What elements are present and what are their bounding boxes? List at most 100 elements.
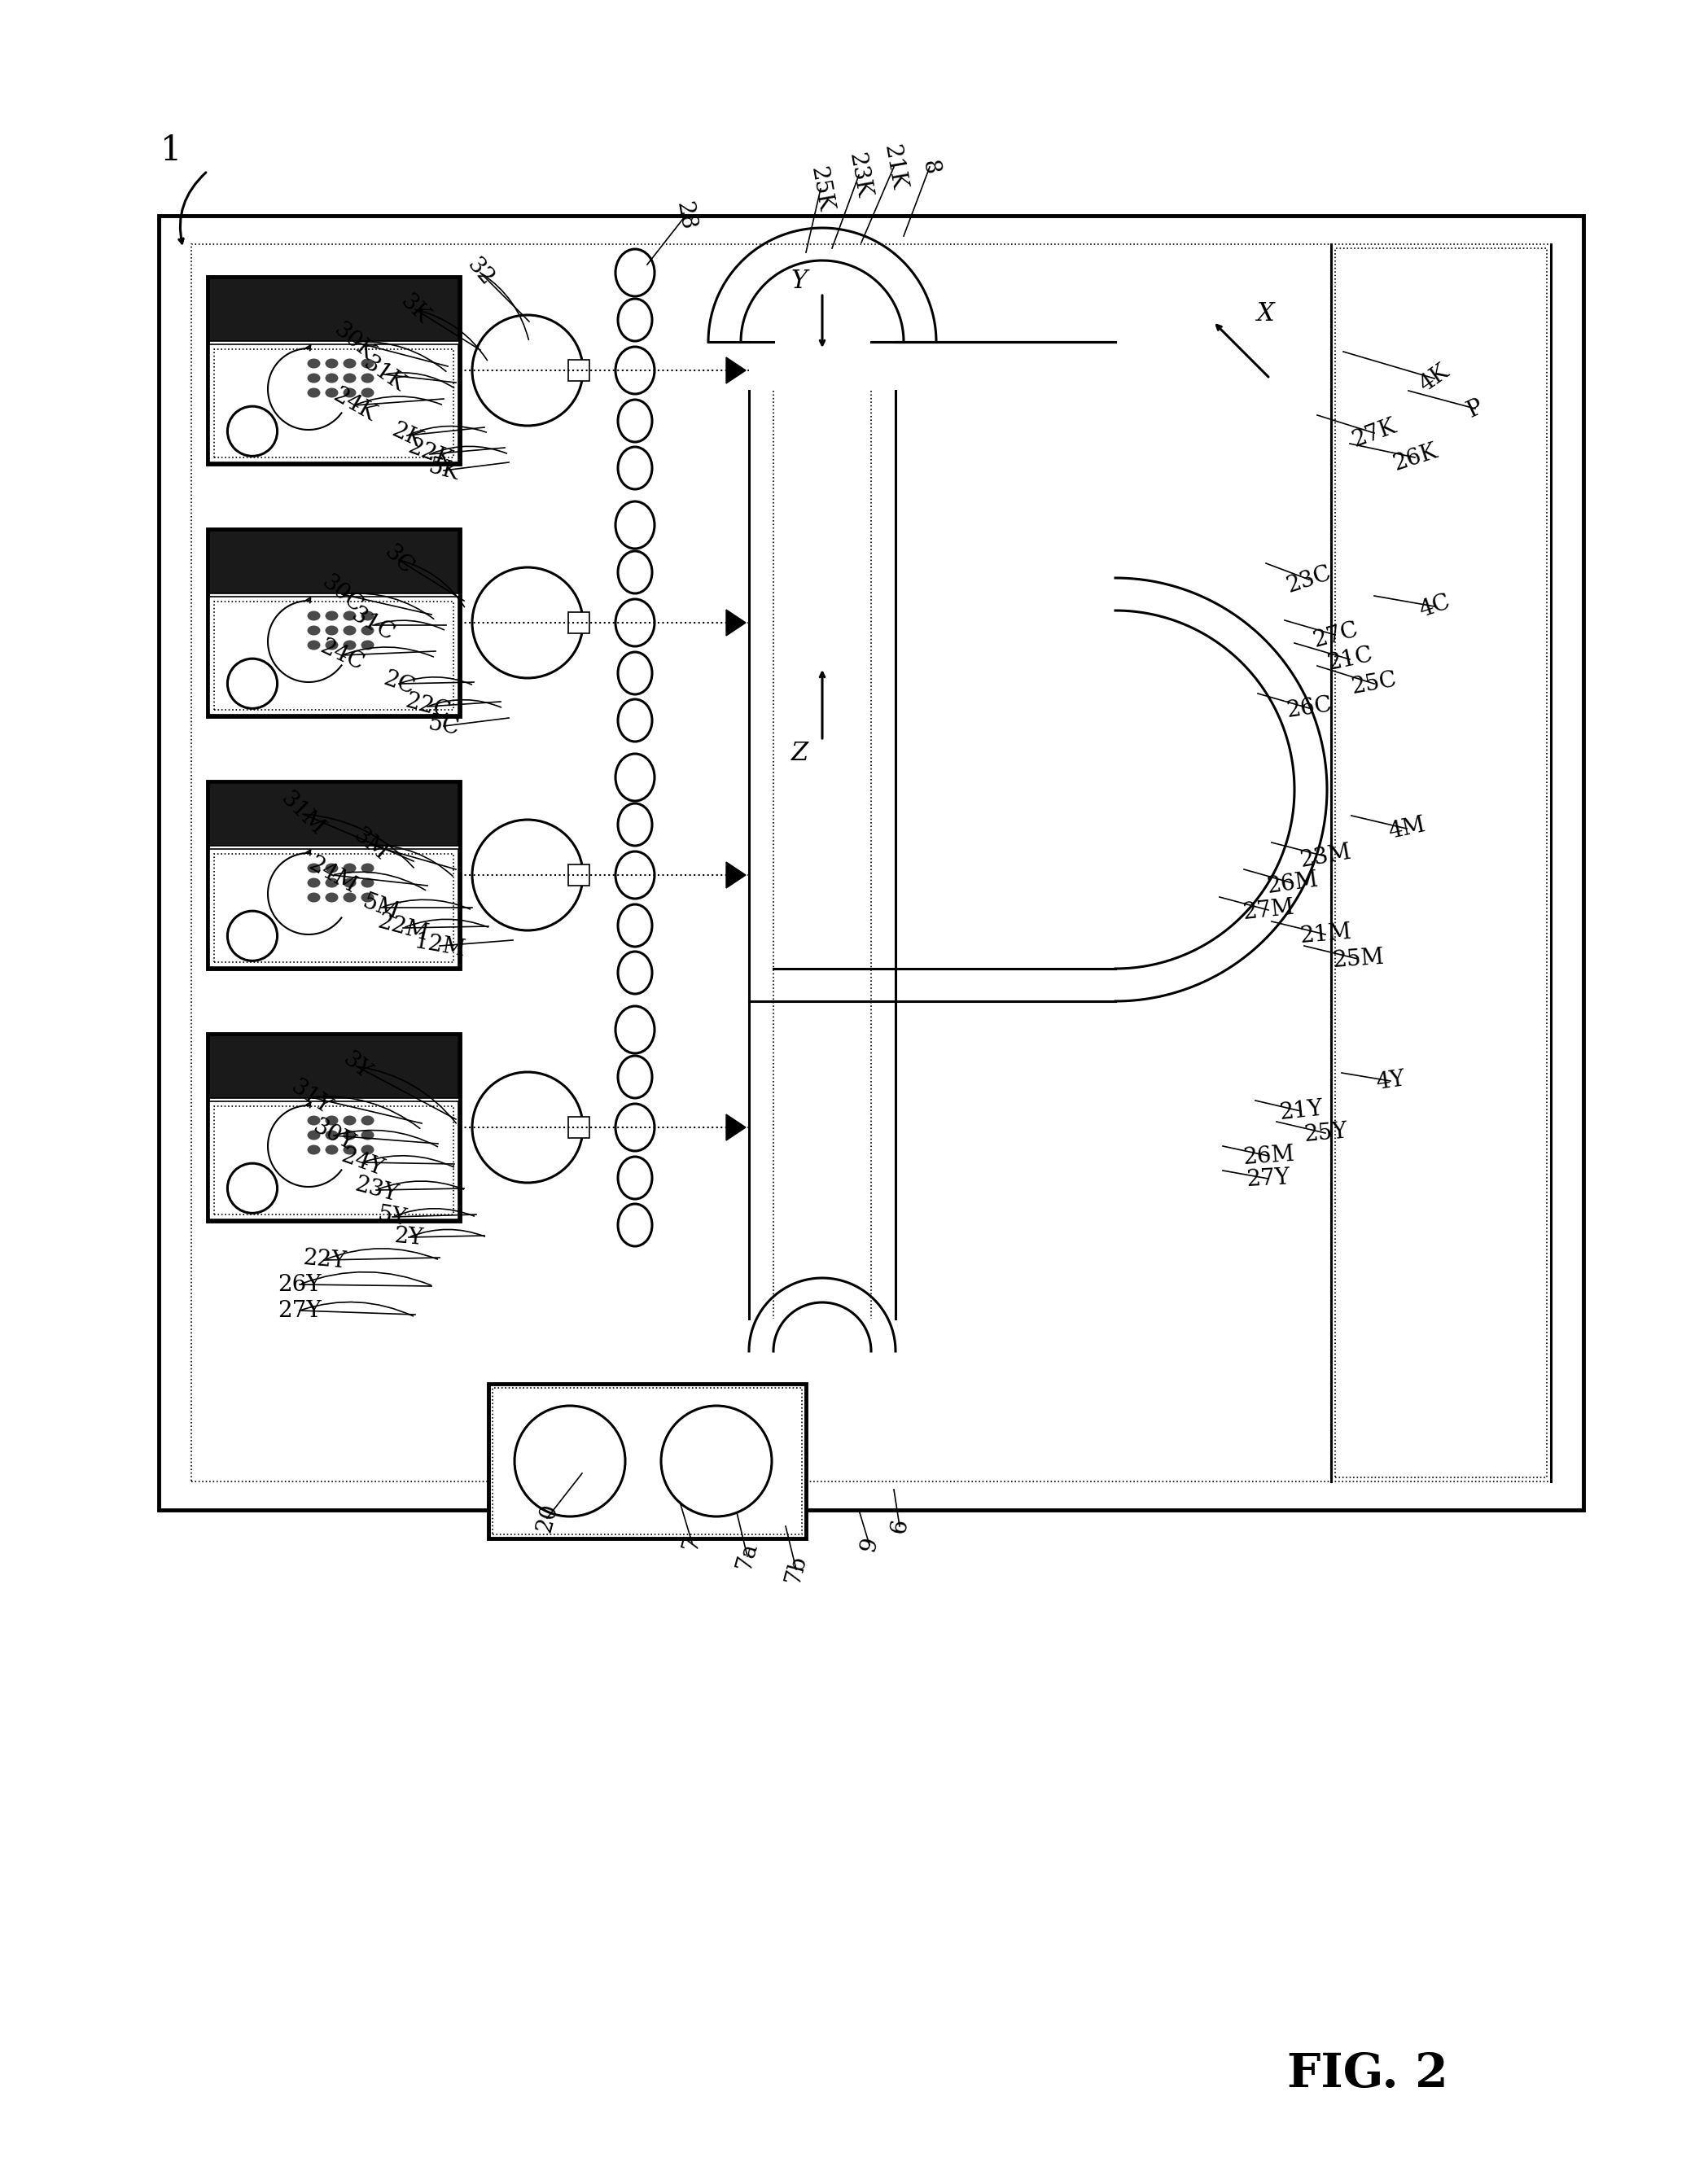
Text: 24C: 24C [316,635,367,674]
Ellipse shape [307,1116,321,1124]
Polygon shape [726,861,746,887]
Ellipse shape [343,374,357,383]
Bar [1336,248,1547,1477]
Text: 7a: 7a [733,1540,762,1573]
Ellipse shape [343,879,357,887]
Text: 30K: 30K [330,320,379,365]
Bar [208,1101,458,1220]
Bar [208,1033,459,1220]
Ellipse shape [618,1055,652,1098]
Ellipse shape [618,1205,652,1246]
Bar [208,596,458,716]
Text: 5Y: 5Y [376,1203,408,1231]
Ellipse shape [360,611,374,620]
Text: 4C: 4C [1416,592,1454,622]
Ellipse shape [618,953,652,994]
Ellipse shape [325,611,338,620]
Text: 23M: 23M [1298,842,1353,872]
Text: 30Y: 30Y [309,1116,359,1155]
Ellipse shape [325,892,338,903]
Text: 21Y: 21Y [1278,1098,1324,1124]
Text: 27M: 27M [1242,896,1295,924]
Ellipse shape [615,755,654,800]
Ellipse shape [618,905,652,946]
Ellipse shape [307,892,321,903]
Text: 26Y: 26Y [278,1275,321,1296]
Text: 24M: 24M [304,853,360,898]
Ellipse shape [325,359,338,368]
Text: 4Y: 4Y [1375,1068,1407,1094]
Text: 26M: 26M [1242,1144,1295,1168]
Text: 24K: 24K [330,385,379,426]
Ellipse shape [343,611,357,620]
Ellipse shape [615,598,654,646]
Bar [214,1105,453,1214]
Ellipse shape [618,550,652,594]
Text: Y: Y [791,268,808,294]
Text: 23C: 23C [1284,561,1334,598]
Ellipse shape [618,698,652,742]
Text: 30C: 30C [318,572,367,618]
Ellipse shape [360,892,374,903]
Circle shape [514,1405,625,1516]
Bar [208,276,459,463]
Text: 9: 9 [857,1536,881,1555]
Bar [159,215,1583,1509]
Text: 26M: 26M [1266,868,1320,898]
Polygon shape [726,609,746,635]
Circle shape [471,315,582,426]
Ellipse shape [615,1007,654,1053]
Bar [569,359,589,381]
Text: 23Y: 23Y [352,1174,400,1207]
Ellipse shape [307,879,321,887]
Text: 28: 28 [673,200,699,233]
Text: 3M: 3M [348,824,391,866]
Polygon shape [726,357,746,383]
Text: X: X [1257,300,1274,326]
Ellipse shape [307,387,321,398]
Text: 4K: 4K [1416,361,1454,396]
Bar [214,853,453,961]
Ellipse shape [360,359,374,368]
Text: P: P [1464,396,1486,422]
Ellipse shape [618,803,652,846]
Text: 24Y: 24Y [338,1144,386,1181]
Ellipse shape [618,446,652,489]
Ellipse shape [307,863,321,872]
Circle shape [471,1072,582,1183]
Ellipse shape [360,626,374,635]
Circle shape [227,911,277,961]
Bar [191,244,1551,1481]
Text: 27C: 27C [1310,618,1360,652]
Bar [208,529,459,716]
Ellipse shape [343,863,357,872]
Text: 8: 8 [917,159,941,176]
Text: 22Y: 22Y [301,1246,347,1272]
Text: 32: 32 [463,254,499,291]
Ellipse shape [325,639,338,650]
Bar [569,611,589,633]
Text: 2K: 2K [388,420,425,452]
Text: 21M: 21M [1298,922,1353,948]
Bar [492,1388,801,1533]
Text: 25C: 25C [1349,670,1399,698]
Ellipse shape [360,1116,374,1124]
Text: 21C: 21C [1325,644,1375,674]
Ellipse shape [343,892,357,903]
Text: 25Y: 25Y [1303,1120,1348,1146]
Bar [214,348,453,457]
Text: 31C: 31C [347,605,398,646]
Text: 20: 20 [533,1501,562,1536]
Ellipse shape [307,611,321,620]
Ellipse shape [343,387,357,398]
Ellipse shape [307,626,321,635]
Ellipse shape [615,502,654,548]
Text: 7: 7 [680,1533,704,1553]
Ellipse shape [325,879,338,887]
Text: 27Y: 27Y [1245,1166,1291,1190]
Text: 25M: 25M [1331,946,1385,972]
Bar [208,1035,458,1098]
Text: 3C: 3C [379,542,418,579]
Ellipse shape [325,863,338,872]
Ellipse shape [360,1144,374,1155]
